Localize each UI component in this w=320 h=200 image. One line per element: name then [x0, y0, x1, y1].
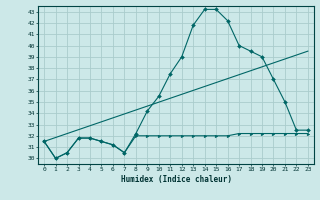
- X-axis label: Humidex (Indice chaleur): Humidex (Indice chaleur): [121, 175, 231, 184]
